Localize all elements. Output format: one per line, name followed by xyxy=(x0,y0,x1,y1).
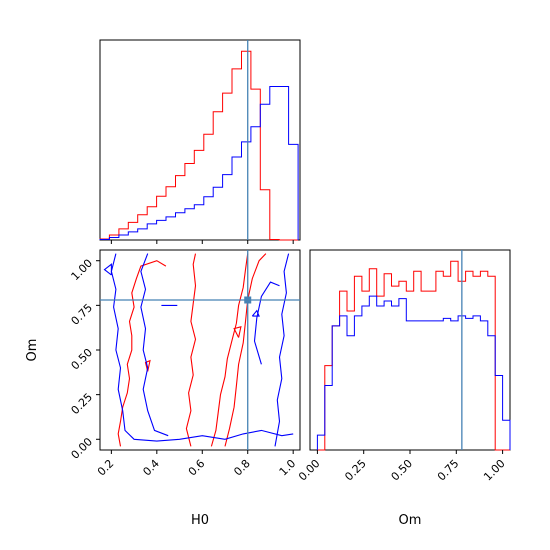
om-hist-x-tick-label-0: 0.00 xyxy=(296,457,323,484)
contour-red-1 xyxy=(185,253,197,447)
contour-blue-6 xyxy=(251,309,260,317)
x-axis-label-h0: H0 xyxy=(191,513,209,528)
truth-markers xyxy=(100,40,463,450)
om-hist-series-blue xyxy=(316,295,511,450)
h0-joint-x-tick-label-4: 1.0 xyxy=(277,457,299,479)
panel-h0-hist-frame xyxy=(99,39,301,241)
contour-red-0 xyxy=(117,260,167,447)
om-hist-series-red xyxy=(317,260,510,451)
contour-blue-0 xyxy=(110,253,294,442)
h0-joint-x-tick-label-3: 0.8 xyxy=(231,457,253,479)
contour-blue-2 xyxy=(274,253,290,447)
contour-red-4 xyxy=(144,359,151,372)
h0-om-contours xyxy=(103,253,294,447)
contour-red-5 xyxy=(233,326,242,338)
om-joint-y-tick-label-4: 1.00 xyxy=(69,257,96,284)
contour-blue-3 xyxy=(253,281,280,365)
h0-hist-series-blue xyxy=(99,86,299,240)
om-joint-y-tick-label-1: 0.25 xyxy=(69,391,96,418)
truth-marker-joint xyxy=(244,296,252,304)
contour-blue-1 xyxy=(140,253,169,437)
om-histogram xyxy=(316,260,511,451)
om-hist-x-tick-label-2: 0.50 xyxy=(389,457,416,484)
h0-joint-x-tick-label-0: 0.2 xyxy=(95,457,117,479)
h0-hist-series-red xyxy=(99,50,299,241)
x-axis-label-om: Om xyxy=(399,513,422,528)
panel-h0-om-frame xyxy=(99,249,301,451)
om-joint-y-tick-label-0: 0.00 xyxy=(69,435,96,462)
om-hist-x-tick-label-3: 0.75 xyxy=(435,457,462,484)
panel-om-hist-frame xyxy=(309,249,511,451)
om-joint-y-tick-label-2: 0.50 xyxy=(69,346,96,373)
contour-red-2 xyxy=(210,253,249,447)
contour-blue-4 xyxy=(103,263,112,276)
contour-red-3 xyxy=(224,253,267,447)
y-axis-label-om: Om xyxy=(25,339,40,362)
h0-joint-x-tick-label-2: 0.6 xyxy=(186,457,208,479)
h0-histogram xyxy=(99,50,299,241)
om-joint-y-tick-label-3: 0.75 xyxy=(69,301,96,328)
h0-joint-x-tick-label-1: 0.4 xyxy=(140,457,162,479)
axis-ticks: 0.2 0.4 0.6 0.8 1.00.00 0.25 0.50 0.75 1.000.000… xyxy=(69,240,508,483)
om-hist-x-tick-label-4: 1.00 xyxy=(481,457,508,484)
om-hist-x-tick-label-1: 0.25 xyxy=(342,457,369,484)
